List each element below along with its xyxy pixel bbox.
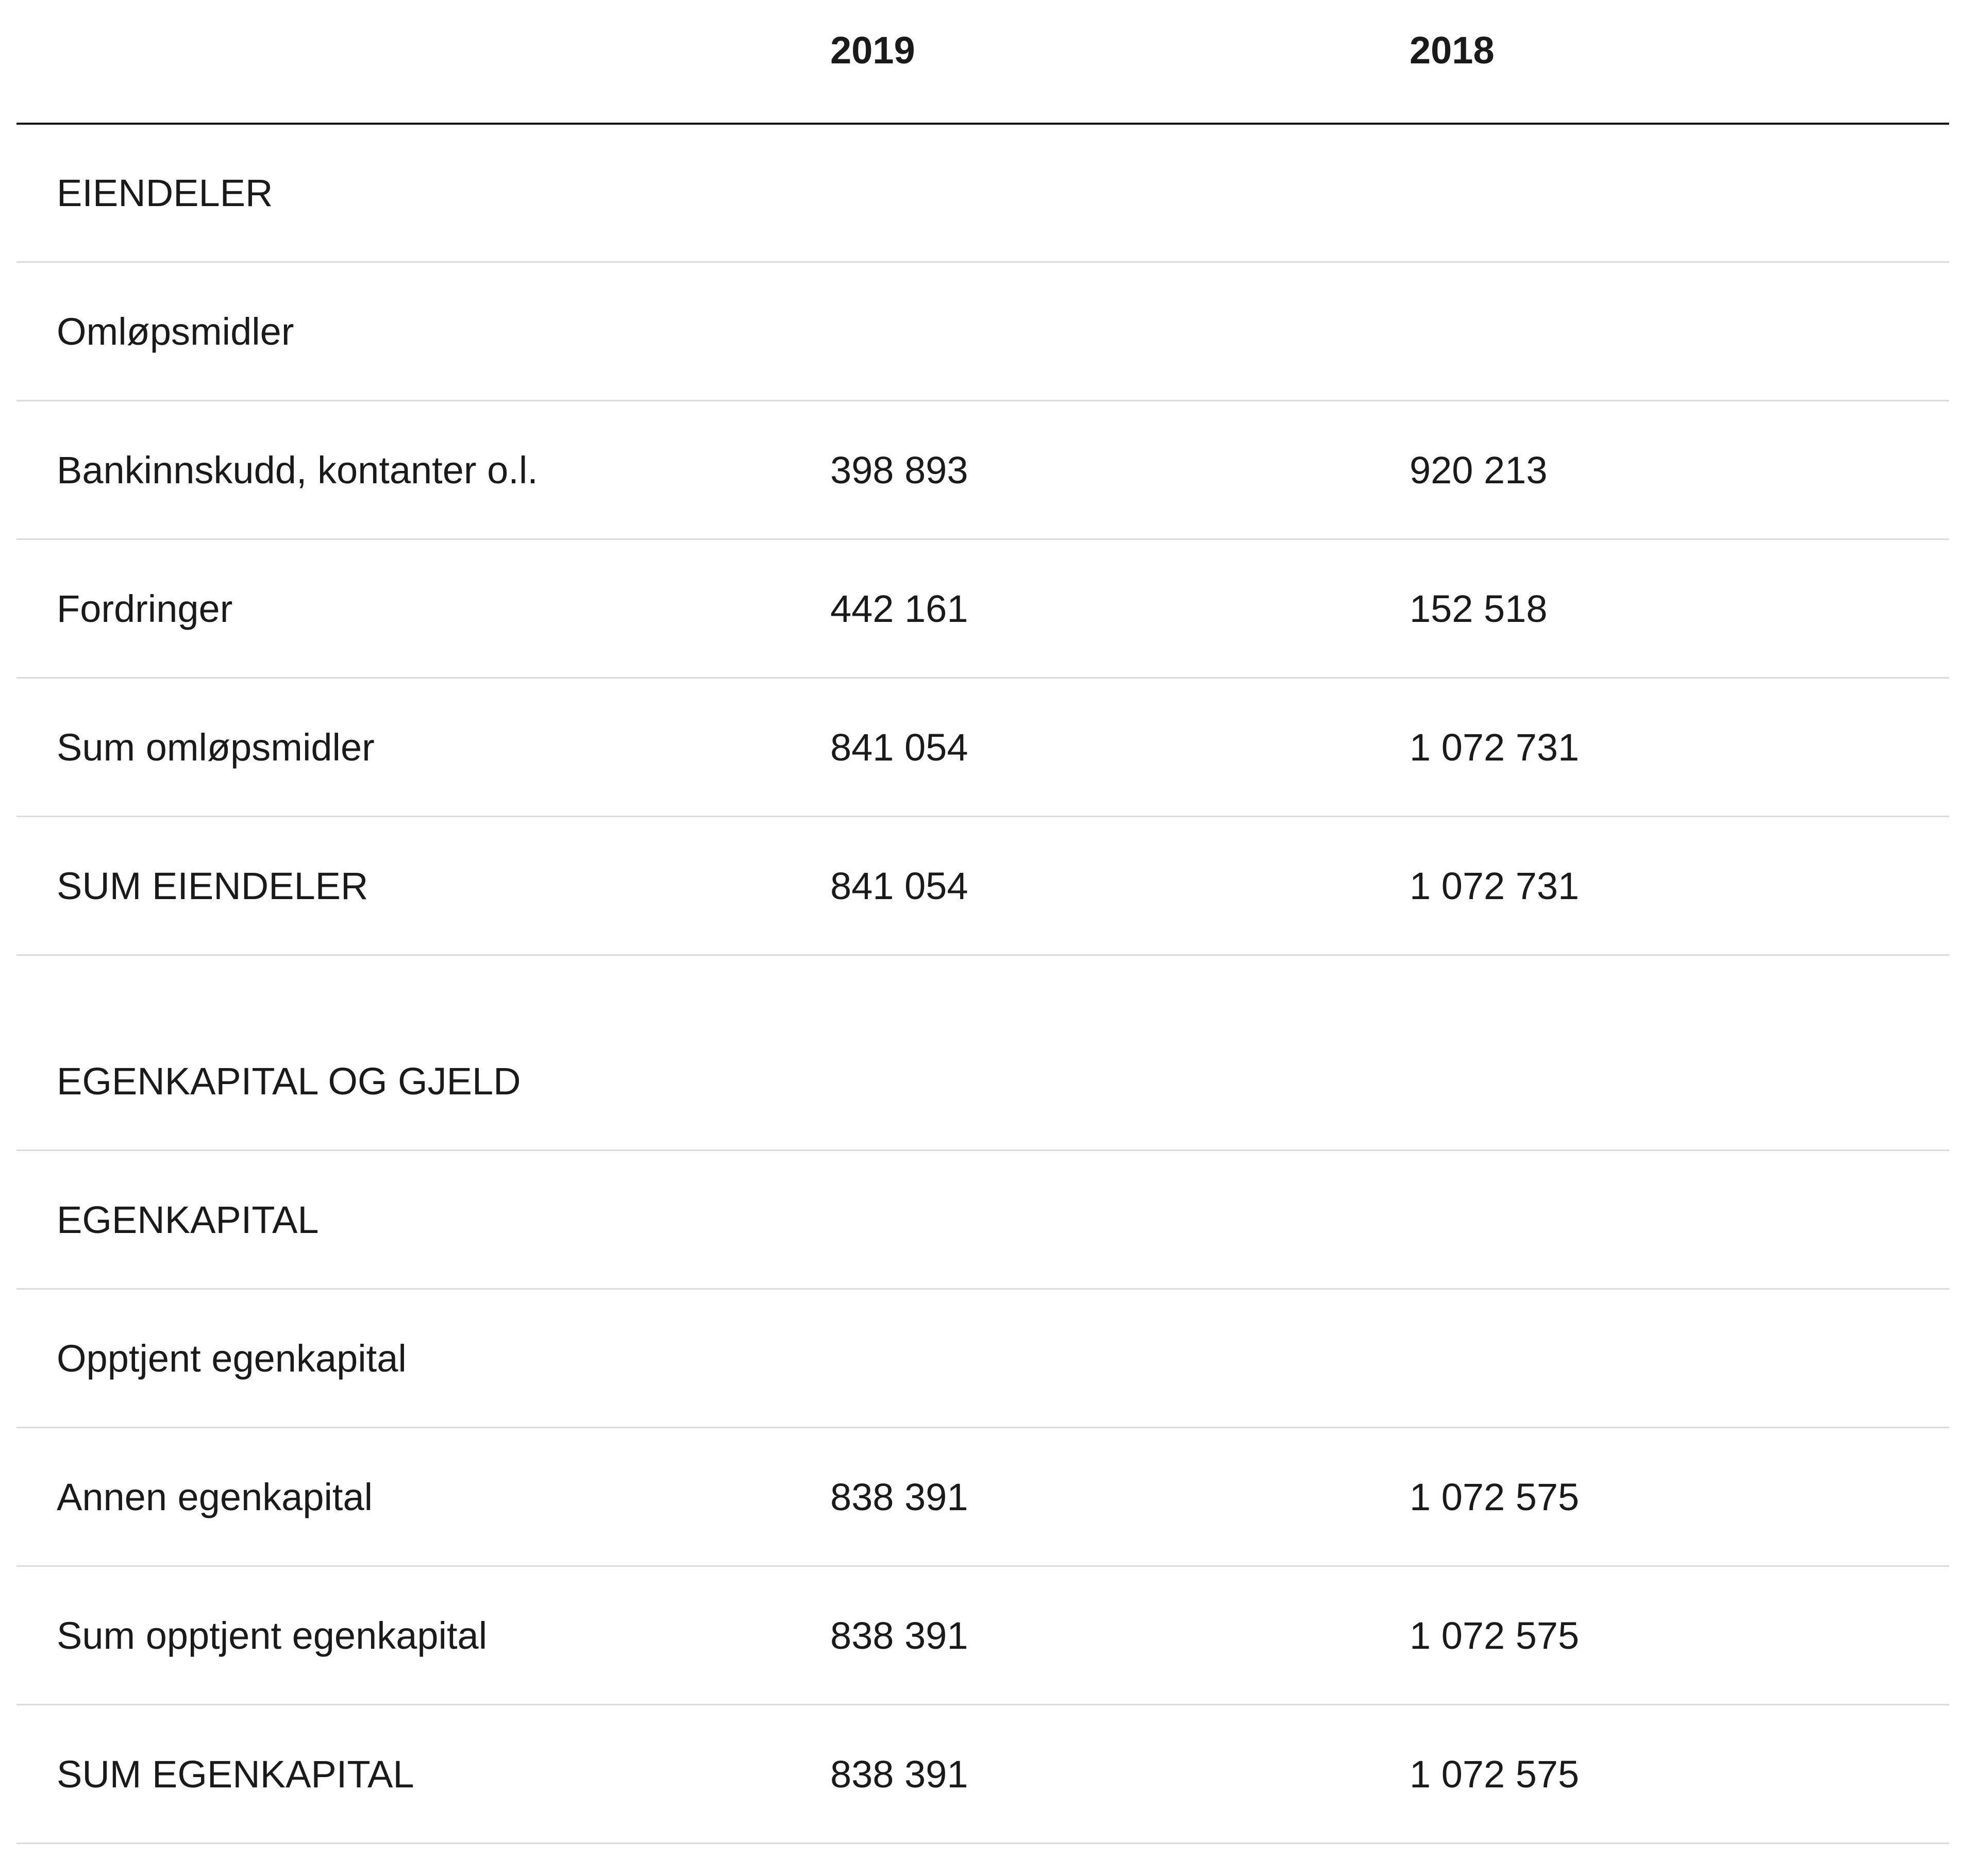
row-divider [16,816,1949,817]
row-value: 920 213 [1410,448,1548,492]
row-value: 1 072 575 [1410,1475,1580,1518]
row-divider [16,954,1949,956]
row-divider [16,1427,1949,1428]
row-label: Sum omløpsmidler [57,725,375,769]
row-label: SUM EIENDELER [57,864,368,907]
row-divider [16,677,1949,679]
row-value: 841 054 [830,725,968,769]
column-header: 2019 [830,29,915,72]
row-value: 442 161 [830,587,968,630]
row-value: 1 072 575 [1410,1752,1580,1796]
row-divider [16,261,1949,263]
row-value: 838 391 [830,1614,968,1657]
header-rule [16,123,1949,125]
row-divider [16,1843,1949,1844]
row-value: 1 072 731 [1410,864,1580,907]
row-label: EIENDELER [57,171,273,214]
row-label: EGENKAPITAL [57,1198,319,1241]
row-label: Annen egenkapital [57,1475,373,1518]
row-label: Opptjent egenkapital [57,1337,407,1380]
row-label: Omløpsmidler [57,310,294,353]
column-header: 2018 [1410,29,1495,72]
row-label: SUM EGENKAPITAL [57,1752,414,1796]
row-value: 841 054 [830,864,968,907]
row-label: Sum opptjent egenkapital [57,1614,488,1657]
row-label: EGENKAPITAL OG GJELD [57,1059,521,1103]
row-divider [16,1704,1949,1705]
row-divider [16,1288,1949,1290]
row-value: 398 893 [830,448,968,492]
row-label: Fordringer [57,587,233,630]
row-divider [16,400,1949,401]
row-value: 838 391 [830,1752,968,1796]
row-value: 1 072 575 [1410,1614,1580,1657]
row-divider [16,1565,1949,1567]
row-divider [16,538,1949,540]
row-value: 1 072 731 [1410,725,1580,769]
row-divider [16,1150,1949,1151]
row-value: 838 391 [830,1475,968,1518]
row-label: Bankinnskudd, kontanter o.l. [57,448,538,492]
row-value: 152 518 [1410,587,1548,630]
